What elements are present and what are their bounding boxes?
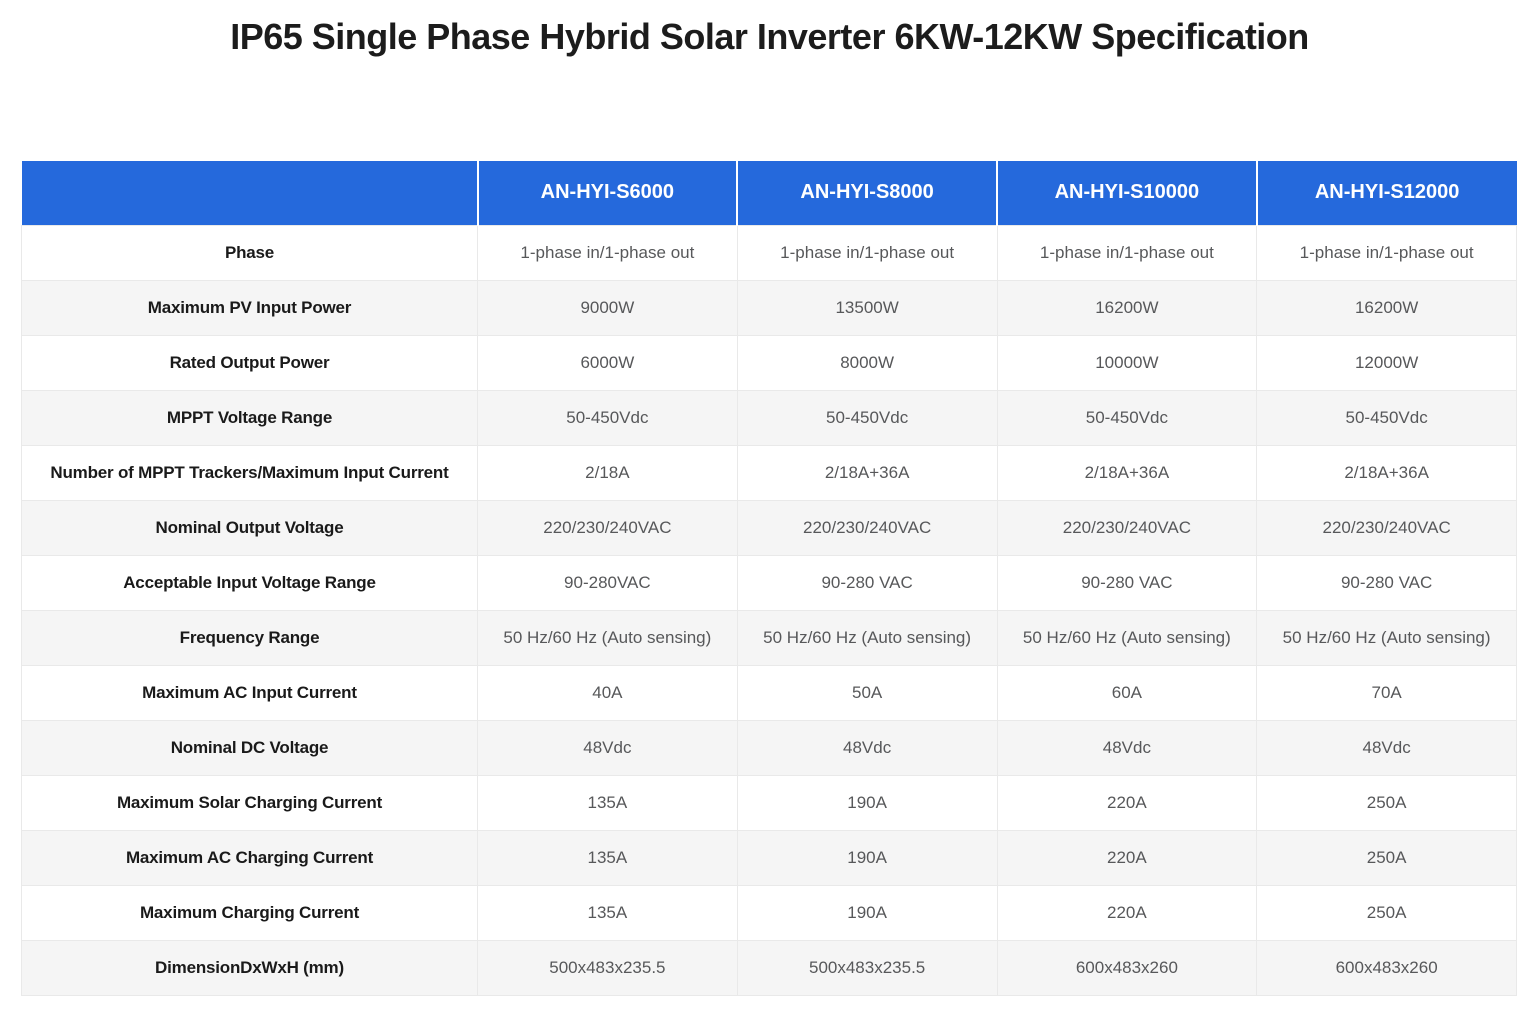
spec-value-cell: 50 Hz/60 Hz (Auto sensing) <box>477 609 738 666</box>
spec-value-cell: 500x483x235.5 <box>736 939 998 996</box>
spec-value-cell: 9000W <box>477 279 738 336</box>
spec-value-cell: 60A <box>996 664 1258 721</box>
model-column-header: AN-HYI-S6000 <box>476 161 738 225</box>
spec-value-cell: 50 Hz/60 Hz (Auto sensing) <box>736 609 998 666</box>
spec-row-label: Nominal Output Voltage <box>21 499 478 556</box>
spec-value-cell: 8000W <box>736 334 998 391</box>
spec-row-label: Acceptable Input Voltage Range <box>21 554 478 611</box>
spec-value-cell: 90-280 VAC <box>736 554 998 611</box>
spec-value-cell: 13500W <box>736 279 998 336</box>
spec-value-cell: 190A <box>736 829 998 886</box>
spec-value-cell: 90-280VAC <box>477 554 738 611</box>
spec-row-label: Phase <box>21 224 478 281</box>
spec-value-cell: 90-280 VAC <box>1256 554 1517 611</box>
spec-table: AN-HYI-S6000 AN-HYI-S8000 AN-HYI-S10000 AN-… <box>21 161 1517 996</box>
spec-row: DimensionDxWxH (mm) 500x483x235.5 500x483x… <box>21 939 1517 996</box>
spec-value-cell: 190A <box>736 774 998 831</box>
spec-value-cell: 40A <box>477 664 738 721</box>
spec-value-cell: 220/230/240VAC <box>477 499 738 556</box>
spec-value-cell: 48Vdc <box>736 719 998 776</box>
spec-value-cell: 500x483x235.5 <box>477 939 738 996</box>
spec-row: Phase 1-phase in/1-phase out 1-phase in/1-… <box>21 224 1517 281</box>
spec-value-cell: 135A <box>477 829 738 886</box>
spec-row-label: MPPT Voltage Range <box>21 389 478 446</box>
spec-value-cell: 50-450Vdc <box>1256 389 1517 446</box>
spec-value-cell: 250A <box>1256 829 1517 886</box>
spec-row: Maximum Charging Current 135A 190A 220A 250A <box>21 884 1517 941</box>
spec-row-label: Maximum AC Charging Current <box>21 829 478 886</box>
spec-row-label: Maximum PV Input Power <box>21 279 478 336</box>
spec-value-cell: 250A <box>1256 774 1517 831</box>
spec-value-cell: 70A <box>1256 664 1517 721</box>
spec-value-cell: 12000W <box>1256 334 1517 391</box>
spec-value-cell: 6000W <box>477 334 738 391</box>
table-body: Phase 1-phase in/1-phase out 1-phase in/1-… <box>21 224 1517 996</box>
spec-value-cell: 1-phase in/1-phase out <box>736 224 998 281</box>
spec-row: Rated Output Power 6000W 8000W 10000W 12000W <box>21 334 1517 391</box>
spec-value-cell: 600x483x260 <box>1256 939 1517 996</box>
model-column-header: AN-HYI-S12000 <box>1255 161 1517 225</box>
spec-value-cell: 1-phase in/1-phase out <box>1256 224 1517 281</box>
spec-row: Nominal Output Voltage 220/230/240VAC 220/… <box>21 499 1517 556</box>
spec-row: Frequency Range 50 Hz/60 Hz (Auto sensing… <box>21 609 1517 666</box>
spec-value-cell: 16200W <box>996 279 1258 336</box>
spec-row-label: Rated Output Power <box>21 334 478 391</box>
model-column-header: AN-HYI-S10000 <box>996 161 1257 225</box>
spec-value-cell: 2/18A+36A <box>736 444 998 501</box>
spec-value-cell: 135A <box>477 774 738 831</box>
spec-row: Maximum AC Input Current 40A 50A 60A 70A <box>21 664 1517 721</box>
spec-row: MPPT Voltage Range 50-450Vdc 50-450Vdc 50-4… <box>21 389 1517 446</box>
spec-value-cell: 600x483x260 <box>996 939 1258 996</box>
spec-value-cell: 2/18A+36A <box>996 444 1258 501</box>
spec-row: Acceptable Input Voltage Range 90-280VAC 9… <box>21 554 1517 611</box>
spec-value-cell: 50-450Vdc <box>996 389 1258 446</box>
page-title: IP65 Single Phase Hybrid Solar Inverter … <box>230 16 1309 57</box>
spec-value-cell: 2/18A+36A <box>1256 444 1517 501</box>
spec-row-label: Maximum AC Input Current <box>21 664 478 721</box>
spec-value-cell: 250A <box>1256 884 1517 941</box>
model-column-header: AN-HYI-S8000 <box>736 161 997 225</box>
spec-value-cell: 50 Hz/60 Hz (Auto sensing) <box>1256 609 1517 666</box>
spec-value-cell: 16200W <box>1256 279 1517 336</box>
spec-row: Maximum AC Charging Current 135A 190A 220A 2… <box>21 829 1517 886</box>
spec-value-cell: 2/18A <box>477 444 738 501</box>
spec-row-label: Frequency Range <box>21 609 478 666</box>
spec-value-cell: 50-450Vdc <box>736 389 998 446</box>
spec-row-label: Maximum Solar Charging Current <box>21 774 478 831</box>
spec-value-cell: 220/230/240VAC <box>736 499 998 556</box>
spec-value-cell: 48Vdc <box>996 719 1258 776</box>
spec-value-cell: 10000W <box>996 334 1258 391</box>
spec-value-cell: 50 Hz/60 Hz (Auto sensing) <box>996 609 1258 666</box>
table-header-row: AN-HYI-S6000 AN-HYI-S8000 AN-HYI-S10000 AN-… <box>21 161 1517 225</box>
spec-row: Number of MPPT Trackers/Maximum Input Cu… <box>21 444 1517 501</box>
spec-value-cell: 1-phase in/1-phase out <box>477 224 738 281</box>
corner-header-cell <box>21 161 478 225</box>
spec-value-cell: 48Vdc <box>477 719 738 776</box>
spec-value-cell: 48Vdc <box>1256 719 1517 776</box>
spec-value-cell: 220/230/240VAC <box>996 499 1258 556</box>
spec-value-cell: 220/230/240VAC <box>1256 499 1517 556</box>
spec-value-cell: 220A <box>996 829 1258 886</box>
spec-row: Maximum Solar Charging Current 135A 190A 22… <box>21 774 1517 831</box>
spec-value-cell: 220A <box>996 884 1258 941</box>
spec-row-label: Nominal DC Voltage <box>21 719 478 776</box>
spec-value-cell: 50-450Vdc <box>477 389 738 446</box>
spec-value-cell: 220A <box>996 774 1258 831</box>
spec-value-cell: 190A <box>736 884 998 941</box>
spec-row-label: Number of MPPT Trackers/Maximum Input Cu… <box>21 444 478 501</box>
spec-row: Nominal DC Voltage 48Vdc 48Vdc 48Vdc 48Vdc <box>21 719 1517 776</box>
spec-row: Maximum PV Input Power 9000W 13500W 16200W 1… <box>21 279 1517 336</box>
spec-value-cell: 90-280 VAC <box>996 554 1258 611</box>
spec-row-label: DimensionDxWxH (mm) <box>21 939 478 996</box>
spec-value-cell: 50A <box>736 664 998 721</box>
spec-value-cell: 1-phase in/1-phase out <box>996 224 1258 281</box>
table-header: AN-HYI-S6000 AN-HYI-S8000 AN-HYI-S10000 AN-… <box>21 161 1517 225</box>
spec-value-cell: 135A <box>477 884 738 941</box>
spec-row-label: Maximum Charging Current <box>21 884 478 941</box>
